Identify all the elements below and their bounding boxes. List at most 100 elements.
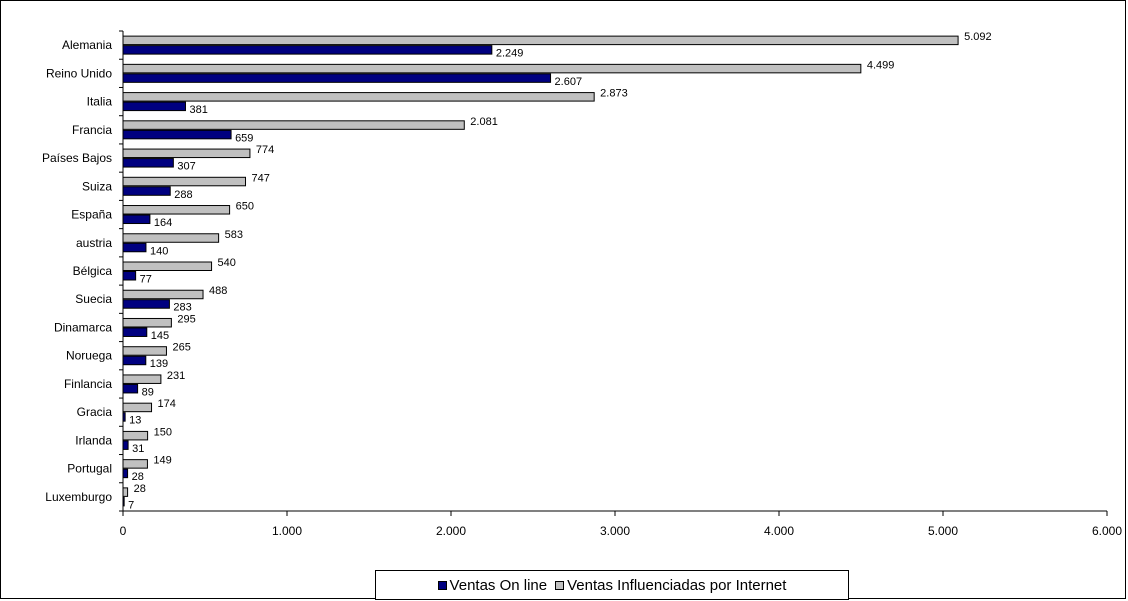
value-label-online: 288 <box>174 189 192 201</box>
bar-online <box>122 440 129 450</box>
bar-online <box>122 73 552 83</box>
category-label: Gracia <box>77 405 113 419</box>
category-label: Países Bajos <box>42 151 112 165</box>
value-label-online: 381 <box>189 104 207 116</box>
category-label: Bélgica <box>73 264 113 278</box>
value-label-online: 283 <box>173 302 191 314</box>
bar-influenced <box>122 430 149 441</box>
value-label-influenced: 28 <box>134 483 146 495</box>
bar-influenced <box>122 374 162 384</box>
bar-online <box>122 214 151 225</box>
value-label-influenced: 265 <box>172 342 190 354</box>
value-label-influenced: 295 <box>177 313 195 325</box>
value-label-online: 145 <box>151 330 169 342</box>
bar-online <box>122 496 125 507</box>
value-label-online: 139 <box>150 358 168 370</box>
bar-online <box>122 101 186 112</box>
value-label-online: 659 <box>235 132 253 144</box>
category-label: austria <box>76 236 112 250</box>
category-label: Luxemburgo <box>45 490 112 504</box>
category-label: Francia <box>72 123 112 137</box>
bar-online <box>122 242 147 253</box>
bar-online <box>122 355 147 366</box>
value-label-influenced: 231 <box>167 370 185 382</box>
bar-influenced <box>122 35 959 46</box>
category-label: Suecia <box>75 292 112 306</box>
category-label: Finlancia <box>64 377 112 391</box>
value-label-influenced: 583 <box>225 229 243 241</box>
value-label-online: 31 <box>132 443 144 455</box>
bar-online <box>122 271 137 281</box>
value-label-influenced: 650 <box>236 201 254 213</box>
bar-online <box>122 468 129 479</box>
category-label: Noruega <box>66 349 112 363</box>
value-label-influenced: 747 <box>252 172 270 184</box>
value-label-online: 164 <box>154 217 172 229</box>
value-label-online: 77 <box>140 274 152 286</box>
value-label-online: 140 <box>150 245 168 257</box>
value-label-influenced: 5.092 <box>964 31 992 43</box>
value-label-online: 2.249 <box>496 48 524 60</box>
value-label-online: 7 <box>128 499 134 511</box>
bar-influenced <box>122 233 220 243</box>
bar-influenced <box>122 205 231 215</box>
value-label-influenced: 774 <box>256 144 274 156</box>
category-label: Dinamarca <box>54 320 112 334</box>
bar-online <box>122 45 493 55</box>
value-label-influenced: 488 <box>209 285 227 297</box>
value-label-online: 13 <box>129 415 141 427</box>
category-label: Italia <box>87 95 113 109</box>
bar-influenced <box>122 148 251 159</box>
x-tick-label: 6.000 <box>1092 524 1122 538</box>
plot-area: 0 1.000 2.000 3.000 4.000 5.000 6.000 Alemania 5… <box>42 30 1122 538</box>
bar-influenced <box>122 176 247 187</box>
x-tick-label: 4.000 <box>764 524 794 538</box>
bar-influenced <box>122 63 862 74</box>
value-label-influenced: 149 <box>153 455 171 467</box>
category-label: Alemania <box>62 38 112 52</box>
bar-influenced <box>122 317 172 328</box>
value-label-influenced: 174 <box>158 398 176 410</box>
category-label: España <box>71 208 112 222</box>
legend-label-online: Ventas On line <box>449 576 548 594</box>
value-label-influenced: 540 <box>218 257 236 269</box>
value-label-influenced: 2.081 <box>470 116 498 128</box>
x-tick-label: 5.000 <box>928 524 958 538</box>
bar-influenced <box>122 120 465 130</box>
category-label: Portugal <box>67 462 112 476</box>
category-label: Suiza <box>82 179 112 193</box>
value-label-online: 2.607 <box>555 76 583 88</box>
bar-influenced <box>122 487 129 497</box>
legend-swatch-online <box>437 580 447 590</box>
x-tick-label: 0 <box>120 524 127 538</box>
legend-swatch-influenced <box>555 580 565 590</box>
value-label-influenced: 150 <box>154 426 172 438</box>
category-label: Irlanda <box>75 433 112 447</box>
bar-online <box>122 327 148 337</box>
value-label-online: 89 <box>142 386 154 398</box>
bar-online <box>122 158 174 168</box>
x-tick-label: 1.000 <box>272 524 302 538</box>
bar-online <box>122 383 139 394</box>
bar-influenced <box>122 261 213 271</box>
legend-item-influenced: Ventas Influenciadas por Internet <box>555 577 786 594</box>
bar-online <box>122 186 171 196</box>
bar-online <box>122 129 232 140</box>
legend-label-influenced: Ventas Influenciadas por Internet <box>567 576 787 594</box>
value-label-online: 28 <box>132 471 144 483</box>
bar-influenced <box>122 402 153 413</box>
bar-online <box>122 299 170 309</box>
bar-online <box>122 412 126 422</box>
legend: Ventas On line Ventas Influenciadas por … <box>375 570 849 600</box>
value-label-influenced: 4.499 <box>867 59 895 71</box>
value-label-influenced: 2.873 <box>600 88 628 100</box>
legend-item-online: Ventas On line <box>437 576 548 594</box>
bar-influenced <box>122 92 595 102</box>
x-tick-label: 2.000 <box>436 524 466 538</box>
x-tick-label: 3.000 <box>600 524 630 538</box>
value-label-online: 307 <box>177 161 195 173</box>
bar-influenced <box>122 289 204 300</box>
bar-influenced <box>122 459 148 469</box>
